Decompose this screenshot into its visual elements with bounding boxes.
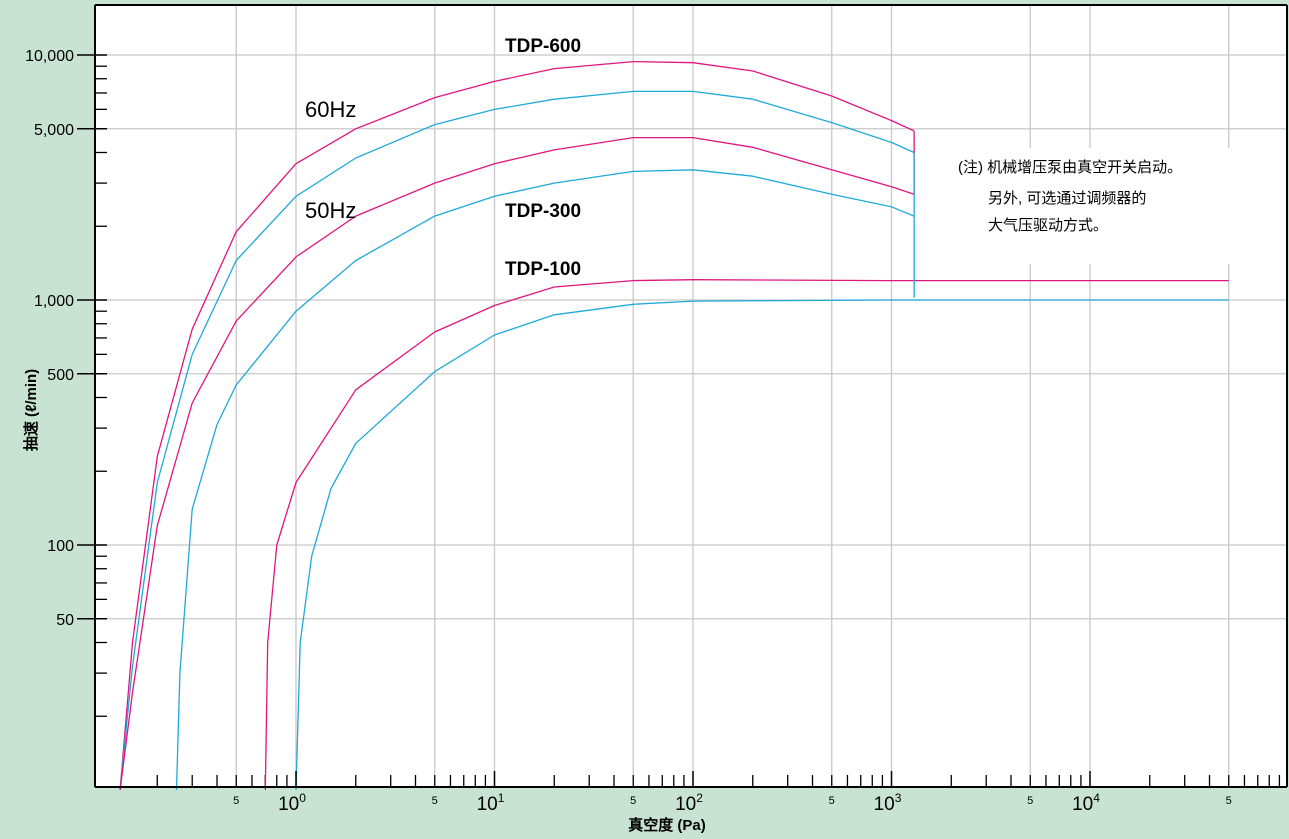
series-layer xyxy=(119,60,1229,791)
y-tick-label: 1,000 xyxy=(34,293,74,310)
grid-lines xyxy=(95,5,1287,787)
x-tick-label: 5 xyxy=(829,795,835,807)
y-tick-label: 10,000 xyxy=(25,48,74,65)
x-tick-label: 5 xyxy=(1027,795,1033,807)
plot-area xyxy=(95,5,1287,787)
y-tick-label: 500 xyxy=(47,367,74,384)
series-line-tdp-600-60hz xyxy=(119,60,915,791)
x-tick-label: 5 xyxy=(630,795,636,807)
y-tick-label: 100 xyxy=(47,538,74,555)
note-box xyxy=(925,148,1265,264)
series-line-tdp-300-60hz xyxy=(119,136,915,791)
x-tick-label: 5 xyxy=(1226,795,1232,807)
series-line-tdp-600-50hz xyxy=(119,90,915,791)
series-label-tdp100: TDP-100 xyxy=(505,259,581,280)
series-line-tdp-100-60hz xyxy=(264,279,1229,791)
y-tick-label: 5,000 xyxy=(34,122,74,139)
note-line-1: (注) 机械增压泵由真空开关启动。 xyxy=(958,158,1182,176)
minor-ticks xyxy=(95,65,1281,787)
axes xyxy=(77,4,1288,788)
x-tick-label: 5 xyxy=(432,795,438,807)
x-tick-label: 104 xyxy=(1072,791,1100,815)
series-line-tdp-100-50hz xyxy=(295,299,1229,791)
y-axis-label: 抽速 (ℓ/min) xyxy=(22,369,40,451)
x-axis-label: 真空度 (Pa) xyxy=(628,816,706,834)
x-tick-label: 5 xyxy=(233,795,239,807)
series-label-tdp300: TDP-300 xyxy=(505,201,581,222)
series-line-tdp-300-50hz xyxy=(175,169,915,791)
series-label-tdp600: TDP-600 xyxy=(505,36,581,57)
note-line-3: 大气压驱动方式。 xyxy=(988,217,1108,234)
note-line-2: 另外, 可选通过调频器的 xyxy=(988,190,1146,207)
y-tick-label: 50 xyxy=(56,612,74,629)
frequency-label-60hz: 60Hz xyxy=(305,97,356,122)
frequency-label-50hz: 50Hz xyxy=(305,198,356,223)
